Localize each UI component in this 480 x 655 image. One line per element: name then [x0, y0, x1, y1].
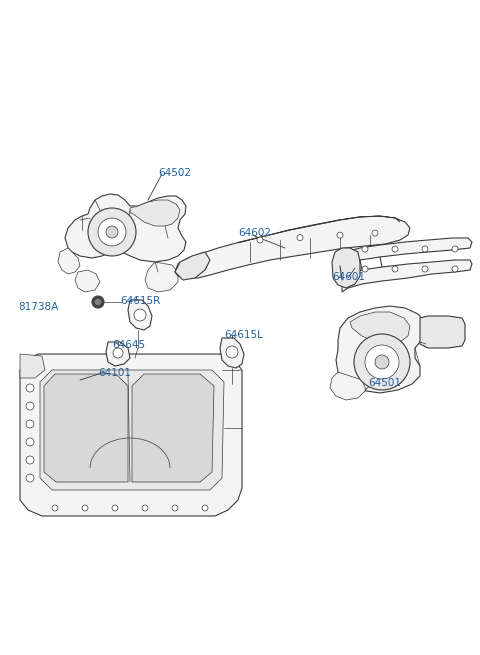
Text: 64501: 64501 — [368, 378, 401, 388]
Circle shape — [98, 218, 126, 246]
Polygon shape — [128, 300, 152, 330]
Text: 64615L: 64615L — [224, 330, 263, 340]
Polygon shape — [132, 374, 214, 482]
Polygon shape — [175, 216, 410, 278]
Circle shape — [422, 246, 428, 252]
Polygon shape — [145, 262, 178, 292]
Polygon shape — [106, 342, 130, 366]
Circle shape — [362, 266, 368, 272]
Circle shape — [392, 246, 398, 252]
Polygon shape — [220, 338, 244, 368]
Circle shape — [226, 346, 238, 358]
Polygon shape — [238, 216, 400, 243]
Polygon shape — [20, 354, 45, 378]
Text: 64101: 64101 — [98, 368, 131, 378]
Circle shape — [362, 246, 368, 252]
Polygon shape — [75, 270, 100, 292]
Circle shape — [106, 226, 118, 238]
Circle shape — [113, 348, 123, 358]
Text: 64601: 64601 — [332, 272, 365, 282]
Circle shape — [375, 355, 389, 369]
Circle shape — [26, 402, 34, 410]
Polygon shape — [420, 316, 465, 348]
Polygon shape — [175, 252, 210, 280]
Circle shape — [92, 296, 104, 308]
Polygon shape — [336, 306, 426, 393]
Circle shape — [297, 234, 303, 240]
Polygon shape — [340, 238, 472, 266]
Circle shape — [26, 384, 34, 392]
Polygon shape — [330, 372, 366, 400]
Circle shape — [452, 246, 458, 252]
Polygon shape — [130, 200, 180, 226]
Circle shape — [88, 208, 136, 256]
Polygon shape — [44, 374, 128, 482]
Polygon shape — [342, 260, 472, 292]
Polygon shape — [65, 194, 186, 262]
Circle shape — [26, 420, 34, 428]
Polygon shape — [20, 354, 242, 516]
Circle shape — [354, 334, 410, 390]
Circle shape — [172, 505, 178, 511]
Circle shape — [452, 266, 458, 272]
Circle shape — [365, 345, 399, 379]
Circle shape — [372, 230, 378, 236]
Circle shape — [82, 505, 88, 511]
Circle shape — [112, 505, 118, 511]
Polygon shape — [350, 312, 410, 344]
Circle shape — [142, 505, 148, 511]
Circle shape — [392, 266, 398, 272]
Circle shape — [26, 456, 34, 464]
Text: 64645: 64645 — [112, 340, 145, 350]
Circle shape — [26, 438, 34, 446]
Text: 81738A: 81738A — [18, 302, 58, 312]
Text: 64602: 64602 — [238, 228, 271, 238]
Circle shape — [257, 237, 263, 243]
Circle shape — [422, 266, 428, 272]
Polygon shape — [332, 248, 360, 288]
Circle shape — [52, 505, 58, 511]
Circle shape — [134, 309, 146, 321]
Polygon shape — [40, 370, 224, 490]
Polygon shape — [58, 248, 80, 274]
Circle shape — [337, 233, 343, 238]
Circle shape — [95, 299, 101, 305]
Circle shape — [202, 505, 208, 511]
Text: 64615R: 64615R — [120, 296, 160, 306]
Text: 64502: 64502 — [158, 168, 191, 178]
Circle shape — [26, 474, 34, 482]
